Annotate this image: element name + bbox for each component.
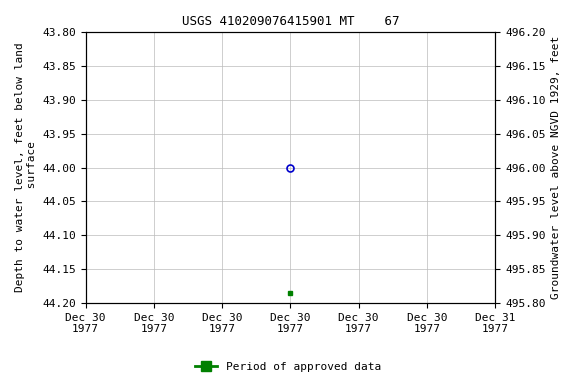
Title: USGS 410209076415901 MT    67: USGS 410209076415901 MT 67 bbox=[181, 15, 399, 28]
Y-axis label: Depth to water level, feet below land
 surface: Depth to water level, feet below land su… bbox=[15, 43, 37, 292]
Legend: Period of approved data: Period of approved data bbox=[191, 358, 385, 377]
Y-axis label: Groundwater level above NGVD 1929, feet: Groundwater level above NGVD 1929, feet bbox=[551, 36, 561, 299]
